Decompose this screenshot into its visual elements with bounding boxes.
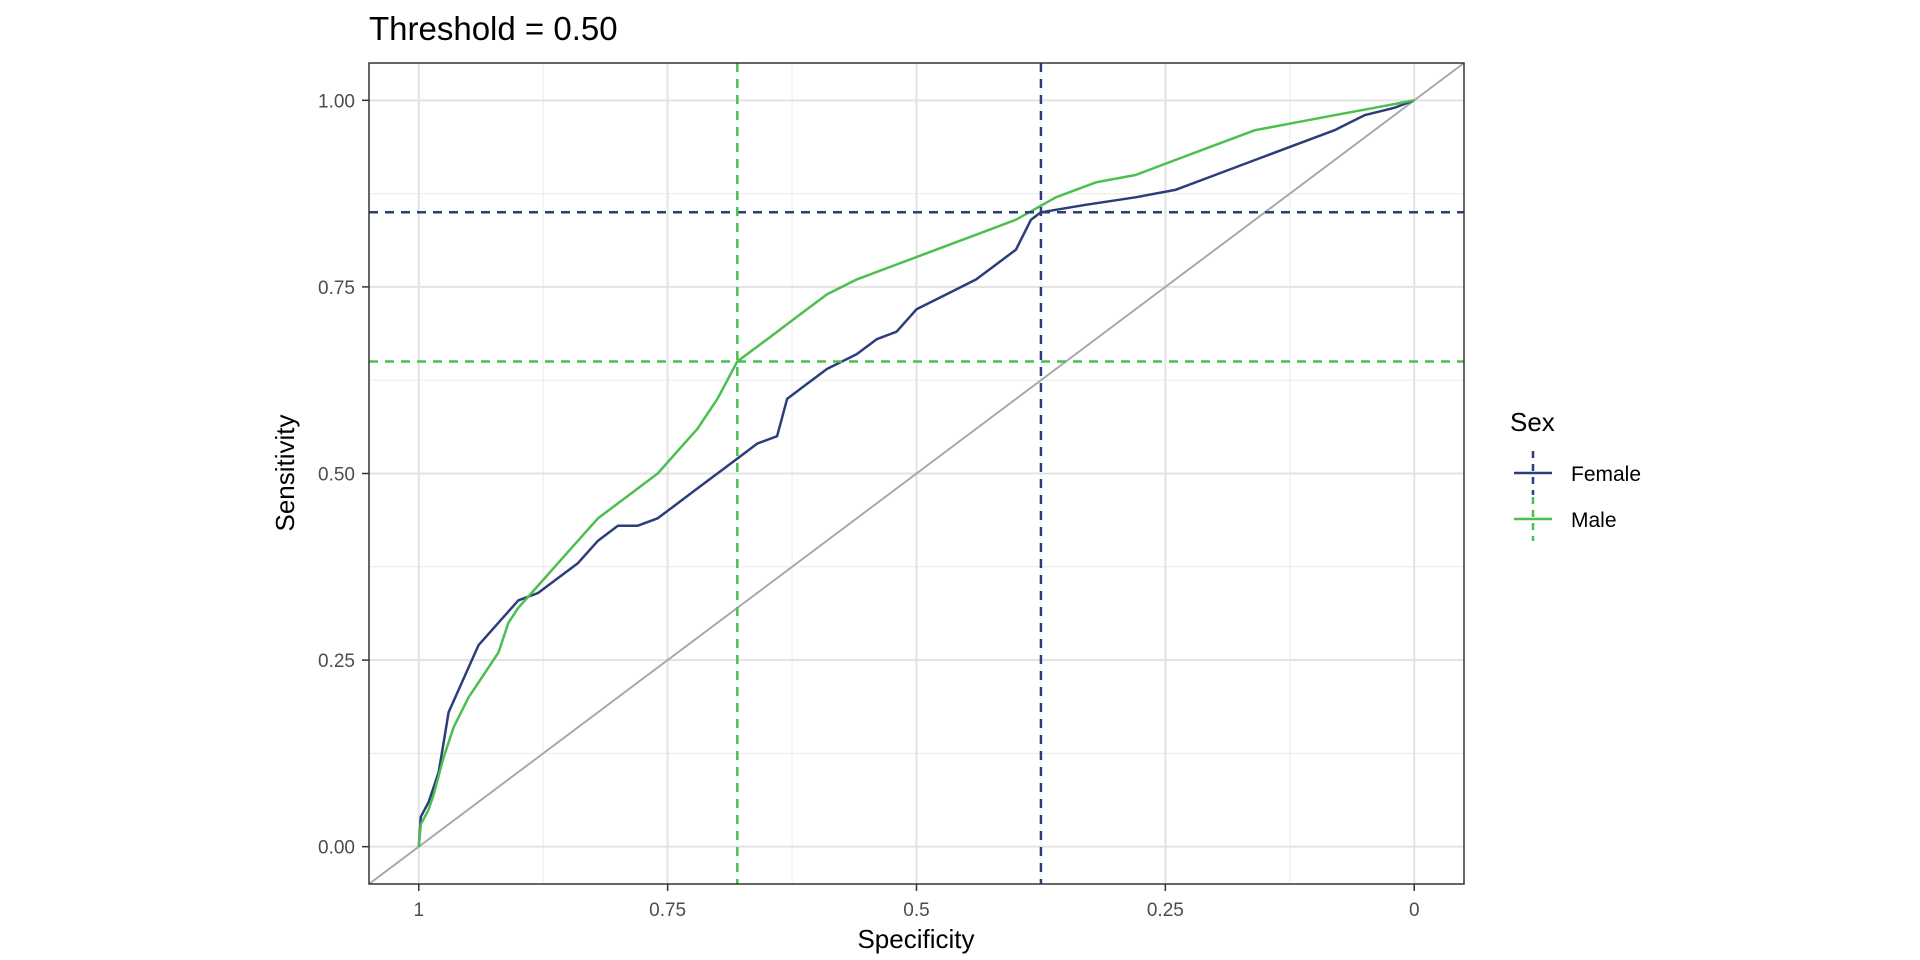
series-female-curve <box>417 99 1415 847</box>
y-axis-title: Sensitivity <box>270 414 300 531</box>
legend-title: Sex <box>1510 407 1555 437</box>
legend: Sex Female Male <box>1510 407 1641 541</box>
x-tick-label: 1 <box>413 900 424 921</box>
y-tick-label: 1.00 <box>318 91 355 112</box>
legend-item-male: Male <box>1514 497 1617 541</box>
y-tick-label: 0.75 <box>318 278 355 299</box>
x-axis-ticks: 1 0.75 0.5 0.25 0 <box>413 884 1420 921</box>
plot-area <box>368 62 1465 885</box>
threshold-lines <box>369 63 1464 884</box>
x-tick-label: 0.25 <box>1147 900 1184 921</box>
diagonal-reference-line <box>368 62 1465 885</box>
x-tick-label: 0 <box>1409 900 1420 921</box>
y-tick-label: 0.00 <box>318 838 355 859</box>
legend-label-female: Female <box>1571 463 1641 486</box>
series-layer <box>417 99 1415 847</box>
y-tick-label: 0.50 <box>318 465 355 486</box>
chart-title: Threshold = 0.50 <box>369 10 618 47</box>
x-axis-title: Specificity <box>857 924 974 954</box>
legend-item-female: Female <box>1514 451 1641 495</box>
y-tick-label: 0.25 <box>318 651 355 672</box>
legend-label-male: Male <box>1571 509 1617 532</box>
series-male-curve <box>417 99 1415 847</box>
y-axis-ticks: 0.00 0.25 0.50 0.75 1.00 <box>318 91 369 859</box>
x-tick-label: 0.75 <box>649 900 686 921</box>
x-tick-label: 0.5 <box>903 900 929 921</box>
